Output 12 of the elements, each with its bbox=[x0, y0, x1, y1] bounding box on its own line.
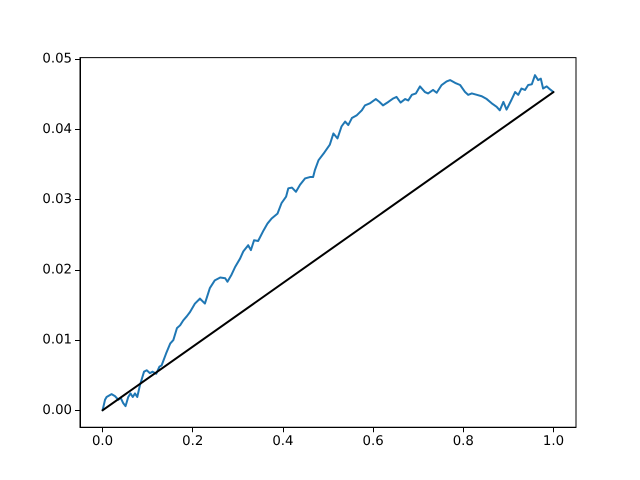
x-tick-label: 0.8 bbox=[452, 434, 474, 450]
x-tick-label: 0.4 bbox=[272, 434, 294, 450]
y-tick-label: 0.03 bbox=[42, 192, 72, 208]
y-tick-label: 0.05 bbox=[42, 52, 72, 67]
x-tick-label: 0.0 bbox=[92, 434, 114, 450]
y-tick-label: 0.01 bbox=[42, 332, 72, 348]
y-tick-label: 0.04 bbox=[42, 122, 72, 137]
y-tick-label: 0.02 bbox=[42, 262, 72, 278]
x-tick-label: 0.2 bbox=[182, 434, 204, 450]
x-tick-label: 0.6 bbox=[362, 434, 384, 450]
y-tick-label: 0.00 bbox=[42, 402, 72, 418]
x-tick-label: 1.0 bbox=[542, 434, 564, 450]
